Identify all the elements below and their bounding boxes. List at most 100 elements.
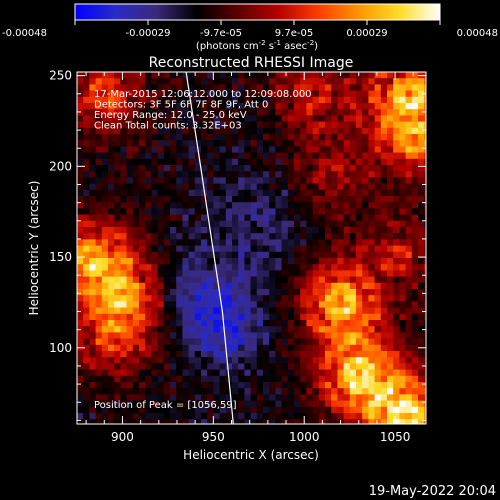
- heatmap-cell: [349, 406, 357, 414]
- heatmap-cell: [256, 189, 264, 197]
- heatmap-cell: [312, 270, 320, 277]
- heatmap-cell: [362, 369, 369, 377]
- heatmap-cell: [380, 363, 388, 370]
- heatmap-cell: [77, 78, 84, 85]
- heatmap-cell: [250, 227, 258, 234]
- heatmap-cell: [194, 127, 202, 135]
- heatmap-cell: [101, 233, 109, 240]
- heatmap-cell: [318, 96, 326, 104]
- heatmap-cell: [387, 388, 394, 395]
- heatmap-cell: [207, 208, 214, 215]
- heatmap-cell: [101, 382, 109, 389]
- heatmap-cell: [256, 357, 264, 364]
- heatmap-cell: [356, 121, 363, 129]
- heatmap-cell: [380, 344, 388, 352]
- heatmap-cell: [294, 202, 301, 209]
- heatmap-cell: [126, 313, 134, 321]
- heatmap-cell: [287, 239, 295, 246]
- heatmap-cell: [201, 127, 208, 135]
- heatmap-cell: [244, 307, 251, 315]
- heatmap-cell: [337, 400, 344, 408]
- heatmap-cell: [126, 344, 134, 352]
- heatmap-cell: [306, 165, 313, 172]
- heatmap-cell: [232, 239, 239, 246]
- heatmap-cell: [294, 84, 301, 91]
- heatmap-cell: [275, 140, 282, 147]
- heatmap-cell: [151, 332, 158, 339]
- heatmap-cell: [418, 307, 425, 315]
- heatmap-cell: [108, 382, 115, 389]
- heatmap-cell: [139, 276, 146, 284]
- heatmap-cell: [244, 171, 251, 178]
- heatmap-cell: [207, 96, 214, 104]
- heatmap-cell: [225, 115, 233, 122]
- heatmap-cell: [201, 375, 208, 383]
- heatmap-cell: [349, 394, 357, 401]
- heatmap-cell: [232, 270, 239, 277]
- heatmap-cell: [325, 208, 332, 215]
- heatmap-cell: [145, 307, 152, 315]
- heatmap-cell: [356, 382, 363, 389]
- heatmap-cell: [182, 295, 189, 302]
- heatmap-cell: [405, 78, 413, 85]
- heatmap-cell: [380, 295, 388, 302]
- heatmap-cell: [263, 400, 270, 408]
- heatmap-cell: [194, 413, 202, 420]
- heatmap-cell: [399, 289, 406, 296]
- heatmap-cell: [120, 295, 127, 302]
- heatmap-cell: [275, 208, 282, 215]
- heatmap-cell: [95, 313, 103, 321]
- heatmap-cell: [176, 326, 183, 333]
- heatmap-cell: [424, 307, 426, 315]
- heatmap-cell: [126, 202, 134, 209]
- heatmap-cell: [151, 171, 158, 178]
- heatmap-cell: [176, 183, 183, 191]
- heatmap-cell: [405, 369, 413, 377]
- heatmap-cell: [238, 140, 245, 147]
- heatmap-cell: [225, 363, 233, 370]
- heatmap-cell: [170, 332, 177, 339]
- heatmap-cell: [300, 72, 307, 79]
- heatmap-cell: [362, 245, 369, 253]
- heatmap-cell: [424, 382, 426, 389]
- heatmap-cell: [139, 96, 146, 104]
- heatmap-cell: [77, 183, 84, 191]
- heatmap-cell: [393, 208, 400, 215]
- heatmap-cell: [95, 146, 103, 153]
- heatmap-cell: [424, 140, 426, 147]
- heatmap-cell: [306, 338, 313, 346]
- heatmap-cell: [337, 363, 344, 370]
- heatmap-cell: [163, 245, 171, 253]
- heatmap-cell: [331, 239, 338, 246]
- heatmap-cell: [89, 282, 96, 290]
- heatmap-cell: [207, 84, 214, 91]
- heatmap-cell: [368, 84, 375, 91]
- heatmap-cell: [213, 338, 220, 346]
- colorbar: [74, 3, 441, 21]
- heatmap-cell: [163, 413, 171, 420]
- heatmap-cell: [281, 115, 289, 122]
- heatmap-cell: [411, 307, 419, 315]
- heatmap-cell: [182, 264, 189, 271]
- heatmap-cell: [207, 270, 214, 277]
- heatmap-cell: [362, 103, 369, 110]
- heatmap-cell: [89, 406, 96, 414]
- heatmap-cell: [83, 394, 90, 401]
- heatmap-cell: [244, 413, 251, 420]
- heatmap-cell: [418, 171, 425, 178]
- heatmap-cell: [281, 189, 289, 197]
- heatmap-cell: [77, 115, 84, 122]
- heatmap-cell: [145, 78, 152, 85]
- heatmap-cell: [244, 357, 251, 364]
- heatmap-cell: [151, 413, 158, 420]
- heatmap-cell: [399, 134, 406, 141]
- heatmap-cell: [362, 183, 369, 191]
- heatmap-cell: [281, 90, 289, 98]
- heatmap-cell: [393, 264, 400, 271]
- heatmap-cell: [306, 134, 313, 141]
- heatmap-cell: [343, 419, 351, 424]
- heatmap-cell: [120, 326, 127, 333]
- heatmap-cell: [139, 140, 146, 147]
- heatmap-cell: [194, 382, 202, 389]
- heatmap-cell: [151, 388, 158, 395]
